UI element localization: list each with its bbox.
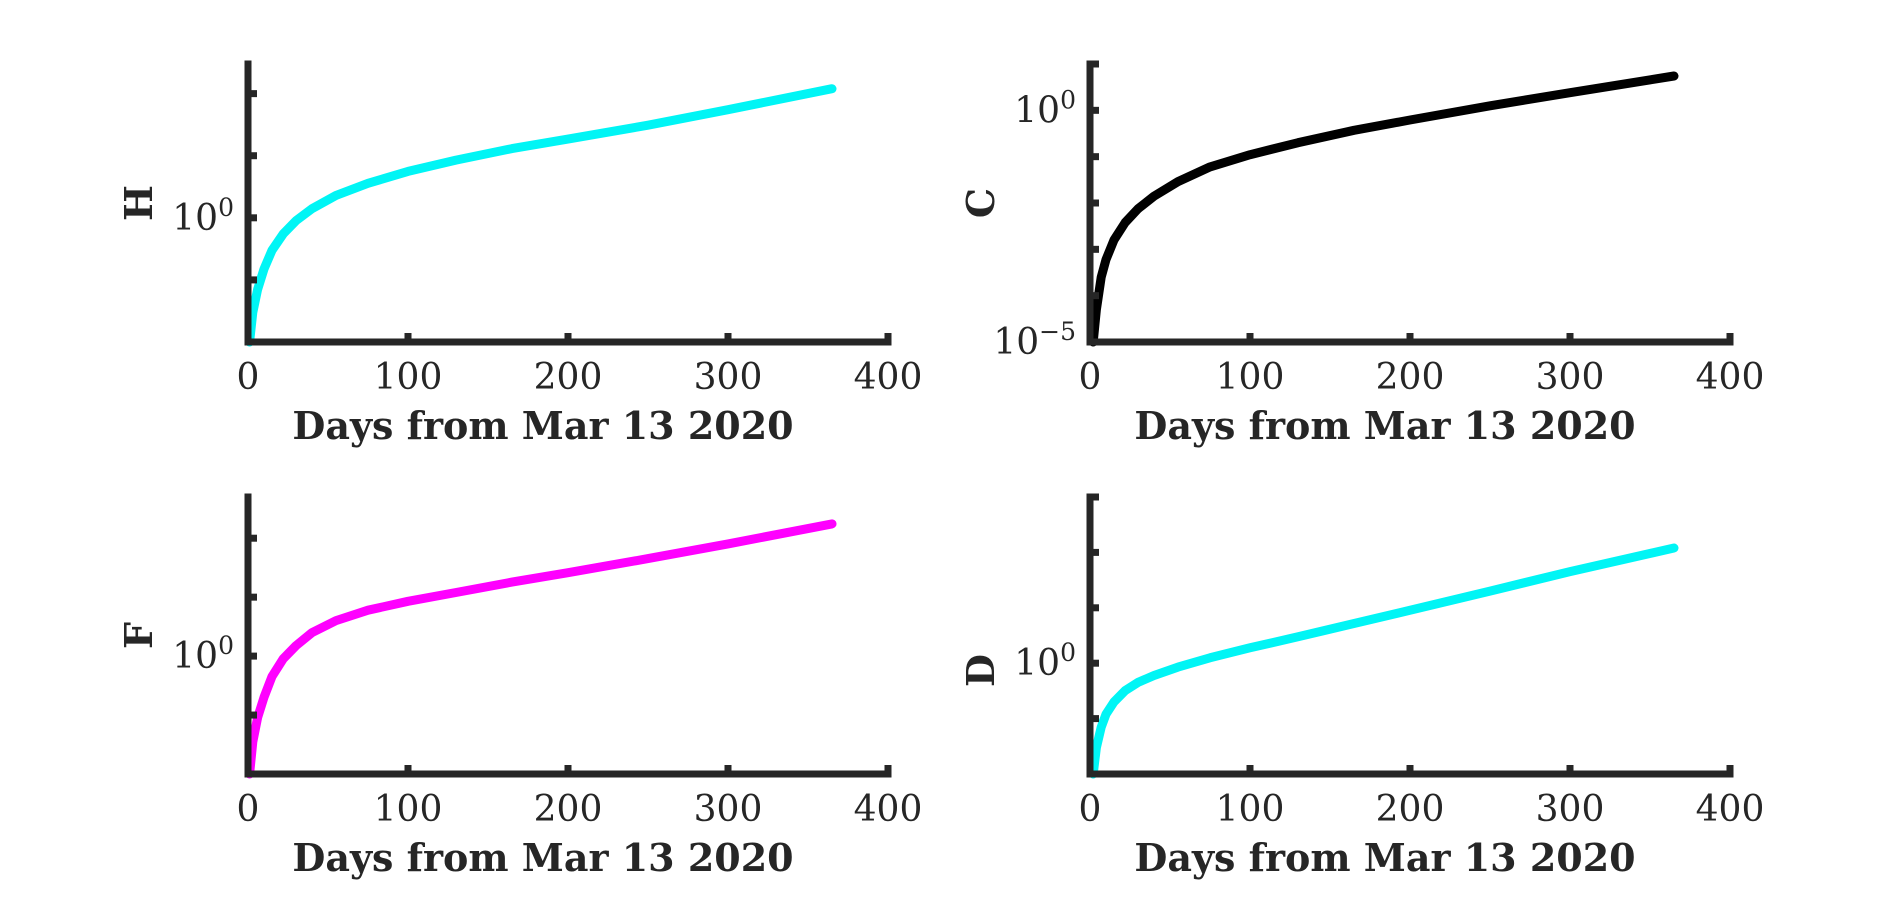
series-line-F bbox=[245, 519, 837, 779]
x-tick-label: 300 bbox=[1536, 789, 1605, 830]
x-tick-label: 200 bbox=[534, 789, 603, 830]
x-tick-label: 0 bbox=[237, 789, 260, 830]
y-tick-label: 100 bbox=[1014, 85, 1076, 131]
x-tick-label: 400 bbox=[1696, 357, 1765, 398]
x-tick-label: 300 bbox=[694, 357, 763, 398]
y-tick-label: 100 bbox=[1014, 638, 1076, 684]
x-tick-label: 100 bbox=[374, 789, 443, 830]
x-axis-label: Days from Mar 13 2020 bbox=[1134, 835, 1635, 880]
y-tick-label: 10−5 bbox=[993, 317, 1076, 363]
chart-panel-top-left: 0 100 200 300 400 100 Days from Mar 13 2020 H bbox=[116, 60, 923, 448]
x-tick-label: 100 bbox=[374, 357, 443, 398]
y-axis-label: H bbox=[116, 185, 161, 221]
chart-panel-top-right: 0 100 200 300 400 100 10−5 Days from Mar 13 202… bbox=[958, 60, 1765, 448]
x-tick-label: 200 bbox=[534, 357, 603, 398]
x-tick-label: 0 bbox=[1079, 357, 1102, 398]
series-line-H bbox=[245, 84, 837, 347]
x-tick-label: 100 bbox=[1216, 789, 1285, 830]
x-tick-label: 300 bbox=[694, 789, 763, 830]
y-tick-label: 100 bbox=[172, 631, 234, 677]
chart-panel-bottom-left: 0 100 200 300 400 100 Days from Mar 13 2020 F bbox=[116, 493, 923, 880]
y-tick-label: 100 bbox=[172, 193, 234, 239]
series-line-C bbox=[1088, 71, 1679, 347]
x-tick-label: 400 bbox=[854, 357, 923, 398]
x-tick-label: 400 bbox=[854, 789, 923, 830]
y-axis-label: D bbox=[958, 654, 1003, 687]
x-tick-label: 300 bbox=[1536, 357, 1605, 398]
chart-panel-bottom-right: 0 100 200 300 400 100 Days from Mar 13 2020 D bbox=[958, 493, 1765, 880]
x-tick-label: 100 bbox=[1216, 357, 1285, 398]
x-tick-label: 0 bbox=[1079, 789, 1102, 830]
x-axis-label: Days from Mar 13 2020 bbox=[1134, 403, 1635, 448]
x-tick-label: 200 bbox=[1376, 357, 1445, 398]
x-axis-label: Days from Mar 13 2020 bbox=[292, 835, 793, 880]
series-line-D bbox=[1088, 543, 1679, 779]
x-tick-label: 200 bbox=[1376, 789, 1445, 830]
x-axis-label: Days from Mar 13 2020 bbox=[292, 403, 793, 448]
y-axis-label: C bbox=[958, 188, 1003, 218]
x-tick-label: 400 bbox=[1696, 789, 1765, 830]
y-axis-label: F bbox=[116, 622, 161, 649]
x-tick-label: 0 bbox=[237, 357, 260, 398]
